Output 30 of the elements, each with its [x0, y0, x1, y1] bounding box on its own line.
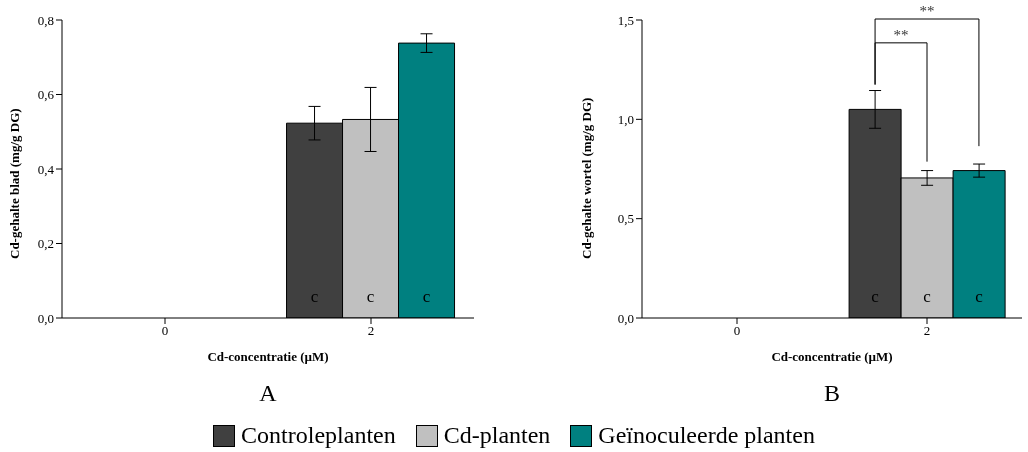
text: A — [258, 380, 278, 407]
data-label: c — [310, 287, 319, 306]
x-tick-label: 2 — [923, 323, 931, 339]
legend-label: Controleplanten — [241, 422, 396, 449]
y-tick-label: 0,4 — [37, 161, 55, 177]
y-tick-label: 1,0 — [617, 111, 634, 127]
x-tick-label: 0 — [733, 323, 741, 339]
y-axis-title: Cd-gehalte wortel (mg/g DG) — [578, 97, 594, 259]
annotation: ** — [893, 26, 909, 43]
y-tick-label: 1,5 — [617, 12, 634, 28]
text: B — [823, 380, 841, 407]
legend-label: Cd-planten — [443, 422, 551, 449]
y-axis-title: Cd-gehalte blad (mg/g DG) — [6, 108, 22, 259]
y-tick-label: 0,8 — [37, 12, 54, 28]
y-tick-label: 0,0 — [617, 310, 634, 326]
data-label: c — [975, 287, 984, 306]
data-label: c — [366, 287, 375, 306]
y-tick-label: 0,6 — [37, 87, 55, 103]
x-tick-label: 0 — [161, 323, 169, 339]
y-tick-label: 0,2 — [37, 236, 54, 252]
data-label: c — [871, 287, 880, 306]
y-tick-label: 0,5 — [617, 211, 634, 227]
x-axis-title: Cd-concentratie (µM) — [207, 349, 329, 364]
legend-label: Geïnoculeerde planten — [598, 422, 815, 449]
x-axis-title: Cd-concentratie (µM) — [771, 349, 893, 364]
x-tick-label: 2 — [367, 323, 375, 339]
data-label: c — [923, 287, 932, 306]
data-label: c — [422, 287, 431, 306]
y-tick-label: 0,0 — [37, 310, 54, 326]
text: ** — [919, 3, 935, 20]
